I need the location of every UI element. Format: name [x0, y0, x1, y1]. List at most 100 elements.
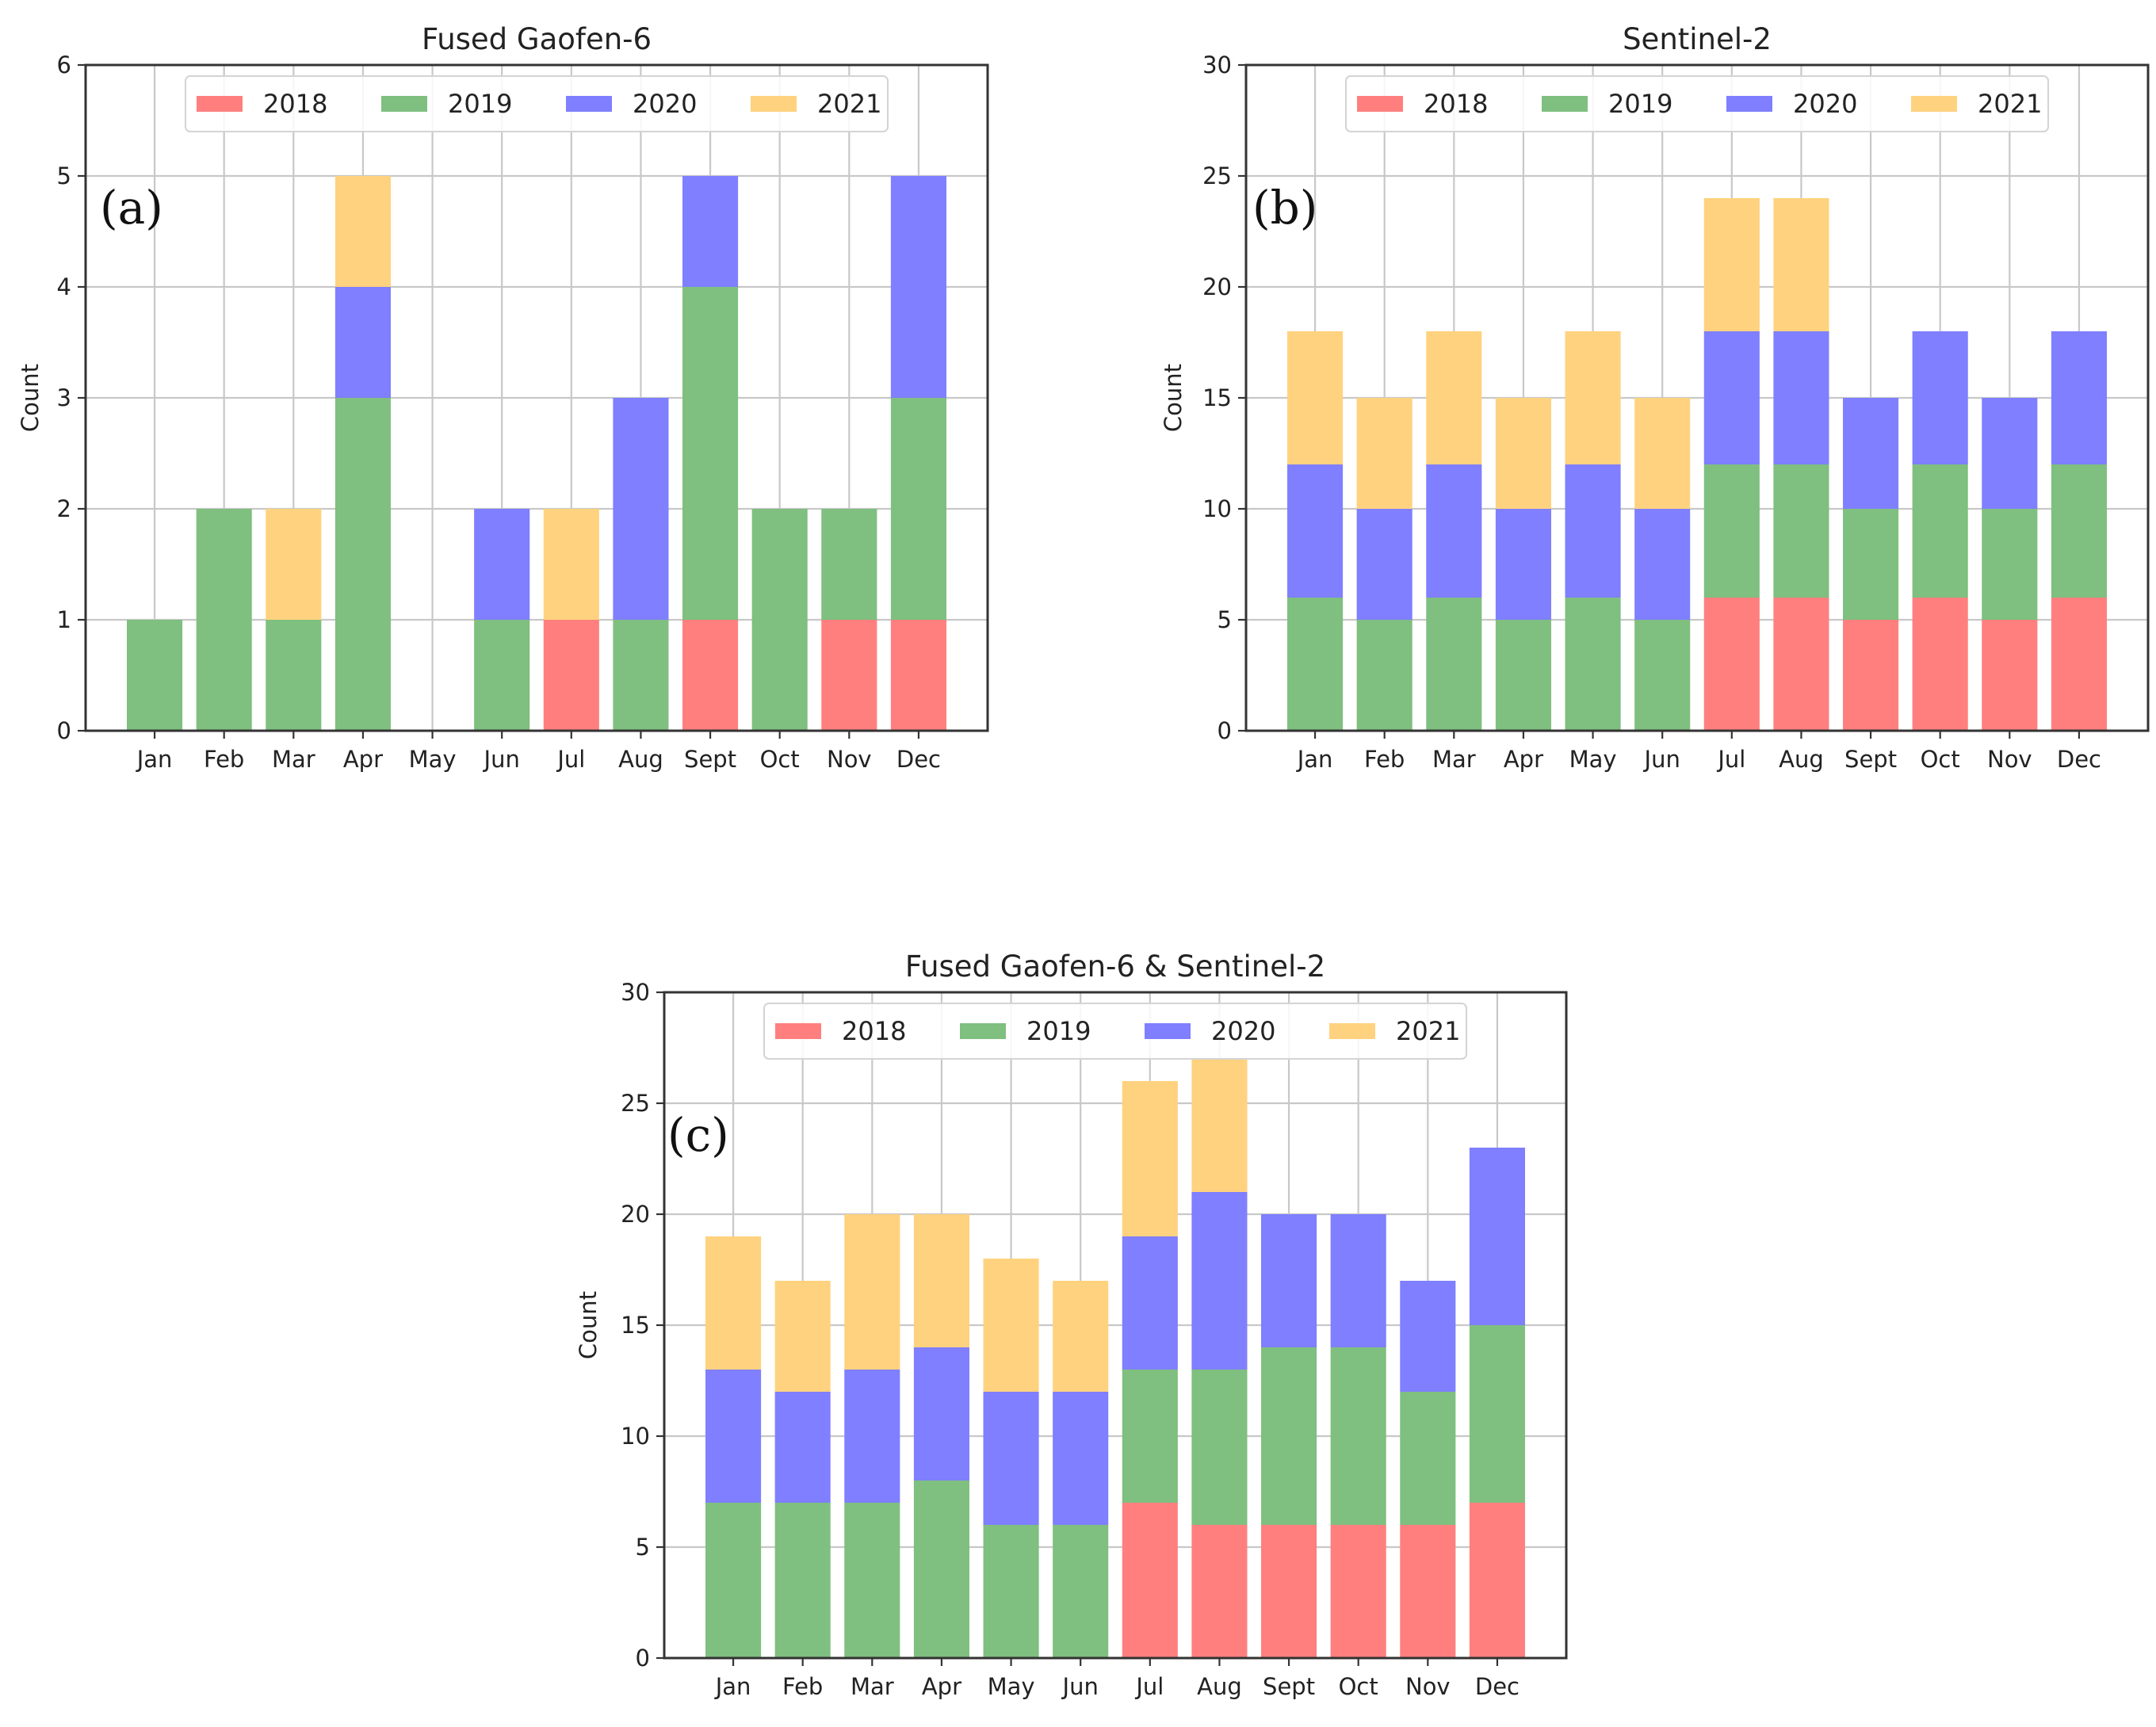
- panel-a-y-tick-label: 5: [57, 162, 71, 189]
- panel-b-bar-apr-2019: [1495, 620, 1551, 731]
- panel-b-label: (b): [1252, 181, 1317, 235]
- panel-b-x-tick-label: Sept: [1844, 746, 1897, 773]
- panel-c-bar-mar-2020: [844, 1370, 900, 1503]
- panel-c-bar-sept-2020: [1261, 1214, 1317, 1347]
- panel-a-x-tick-label: Dec: [896, 746, 941, 773]
- panel-c-bar-sept-2019: [1261, 1347, 1317, 1525]
- panel-a-axis-ticks: 0 1 2 3 4 5 6 Jan Feb Mar Apr May Jun Jul Aug Sept Oct No…: [57, 52, 941, 773]
- panel-a-bar-aug-2019: [613, 620, 669, 731]
- panel-a-y-tick-label: 6: [57, 52, 71, 78]
- panel-c-x-tick-label: Feb: [782, 1673, 823, 1700]
- panel-b-bar-jan-2019: [1287, 598, 1344, 731]
- panel-b-title: Sentinel-2: [1623, 22, 1772, 56]
- panel-b-legend-label-2019: 2019: [1608, 89, 1672, 119]
- panel-a-x-tick-label: May: [409, 746, 457, 773]
- panel-c-x-tick-label: Sept: [1263, 1673, 1315, 1700]
- panel-a-y-tick-label: 2: [57, 495, 71, 522]
- panel-b-bar-dec-2018: [2051, 598, 2107, 731]
- panel-b-x-tick-label: Nov: [1987, 746, 2032, 773]
- panel-a: 0 1 2 3 4 5 6 Jan Feb Mar Apr May Jun Jul Aug Sept Oct No…: [17, 22, 989, 773]
- panel-c-bar-mar-2019: [844, 1503, 900, 1658]
- panel-b-bar-sept-2019: [1843, 509, 1899, 620]
- panel-b-x-tick-label: Mar: [1432, 746, 1476, 773]
- panel-b-bar-jun-2019: [1634, 620, 1691, 731]
- panel-c-bar-aug-2019: [1191, 1370, 1248, 1525]
- panel-b-bar-may-2021: [1565, 331, 1621, 464]
- panel-c-bar-aug-2021: [1191, 1059, 1248, 1192]
- panel-c-x-tick-label: Dec: [1475, 1673, 1520, 1700]
- panel-b-bar-apr-2020: [1495, 509, 1551, 620]
- panel-a-bar-mar-2021: [266, 509, 322, 620]
- panel-c-bar-mar-2021: [844, 1214, 900, 1370]
- panel-a-x-tick-label: Jul: [556, 746, 585, 773]
- panel-a-bar-dec-2020: [890, 176, 946, 398]
- panel-b-legend-label-2021: 2021: [1978, 89, 2042, 119]
- panel-c-title: Fused Gaofen-6 & Sentinel-2: [905, 949, 1325, 984]
- panel-c-bar-sept-2018: [1261, 1525, 1317, 1658]
- panel-c-bar-feb-2020: [774, 1392, 831, 1503]
- panel-b-bar-aug-2021: [1773, 198, 1829, 331]
- panel-c-bar-may-2021: [983, 1259, 1039, 1392]
- panel-c-axis-ticks: 0 5 10 15 20 25 30 Jan Feb Mar Apr May Jun Jul Aug Sept…: [621, 979, 1520, 1700]
- panel-c-x-tick-label: Apr: [922, 1673, 961, 1700]
- panel-c-y-tick-label: 5: [636, 1534, 650, 1561]
- panel-b-y-tick-label: 0: [1218, 717, 1232, 744]
- panel-c-y-tick-label: 0: [636, 1645, 650, 1672]
- panel-c-x-tick-label: Jun: [1061, 1673, 1099, 1700]
- panel-a-legend-swatch-2018: [197, 96, 243, 112]
- panel-b-y-tick-label: 20: [1202, 273, 1232, 300]
- panel-b-bar-dec-2019: [2051, 464, 2107, 598]
- panel-c-y-tick-label: 15: [621, 1312, 650, 1339]
- panel-b-bar-nov-2020: [1982, 398, 2038, 509]
- panel-a-bar-jan-2019: [127, 620, 183, 731]
- panel-c-bar-nov-2019: [1400, 1392, 1456, 1525]
- panel-c-bar-jun-2021: [1053, 1281, 1109, 1392]
- panel-b-bar-nov-2019: [1982, 509, 2038, 620]
- panel-a-y-tick-label: 3: [57, 384, 71, 411]
- panel-b-bar-jun-2020: [1634, 509, 1691, 620]
- panel-a-x-tick-label: Sept: [684, 746, 736, 773]
- panel-b-bar-mar-2019: [1426, 598, 1482, 731]
- panel-a-bar-jun-2019: [474, 620, 530, 731]
- panel-c-y-tick-label: 20: [621, 1201, 650, 1228]
- panel-c-label: (c): [667, 1108, 729, 1162]
- panel-b-y-axis-label: Count: [1160, 364, 1187, 432]
- panel-a-y-tick-label: 1: [57, 606, 71, 633]
- panel-b-bar-jan-2021: [1287, 331, 1344, 464]
- panel-a-x-tick-label: Mar: [272, 746, 315, 773]
- panel-b-bar-aug-2020: [1773, 331, 1829, 464]
- panel-c-bar-oct-2019: [1330, 1347, 1386, 1525]
- panel-a-bar-aug-2020: [613, 398, 669, 620]
- panel-c-bar-jul-2021: [1122, 1081, 1178, 1236]
- panel-a-bar-oct-2019: [751, 509, 808, 731]
- panel-b-y-tick-label: 10: [1202, 495, 1232, 522]
- panel-c-legend: 2018 2019 2020 2021: [763, 1003, 1467, 1060]
- panel-b-legend-swatch-2021: [1911, 96, 1957, 112]
- panel-b-x-tick-label: Oct: [1921, 746, 1960, 773]
- panel-c-bar-aug-2020: [1191, 1192, 1248, 1370]
- panel-b-y-tick-label: 25: [1202, 162, 1232, 189]
- panel-a-bar-feb-2019: [196, 509, 252, 731]
- panel-a-legend-label-2018: 2018: [263, 89, 327, 119]
- panel-c-x-tick-label: May: [988, 1673, 1035, 1700]
- panel-c-bar-jul-2019: [1122, 1370, 1178, 1503]
- panel-c-bar-jun-2019: [1053, 1525, 1109, 1658]
- panel-b-bar-feb-2020: [1356, 509, 1412, 620]
- panel-a-x-tick-label: Oct: [760, 746, 800, 773]
- panel-a-title: Fused Gaofen-6: [422, 22, 652, 56]
- panel-c-bar-feb-2021: [774, 1281, 831, 1392]
- panel-c-legend-label-2020: 2020: [1211, 1016, 1275, 1046]
- panel-b-bar-jan-2020: [1287, 464, 1344, 598]
- panel-a-legend-label-2020: 2020: [633, 89, 697, 119]
- panel-a-bar-dec-2019: [890, 398, 946, 620]
- panel-c-bar-jan-2020: [705, 1370, 762, 1503]
- panel-a-bar-jul-2018: [543, 620, 599, 731]
- panel-b-legend-swatch-2019: [1542, 96, 1588, 112]
- panel-c-bar-jan-2019: [705, 1503, 762, 1658]
- panel-c-bar-may-2019: [983, 1525, 1039, 1658]
- panel-a-x-tick-label: Nov: [827, 746, 872, 773]
- panel-b-bar-oct-2019: [1912, 464, 1968, 598]
- panel-b-x-tick-label: Jul: [1716, 746, 1745, 773]
- panel-b-bar-jul-2019: [1703, 464, 1760, 598]
- panel-c-x-tick-label: Oct: [1339, 1673, 1378, 1700]
